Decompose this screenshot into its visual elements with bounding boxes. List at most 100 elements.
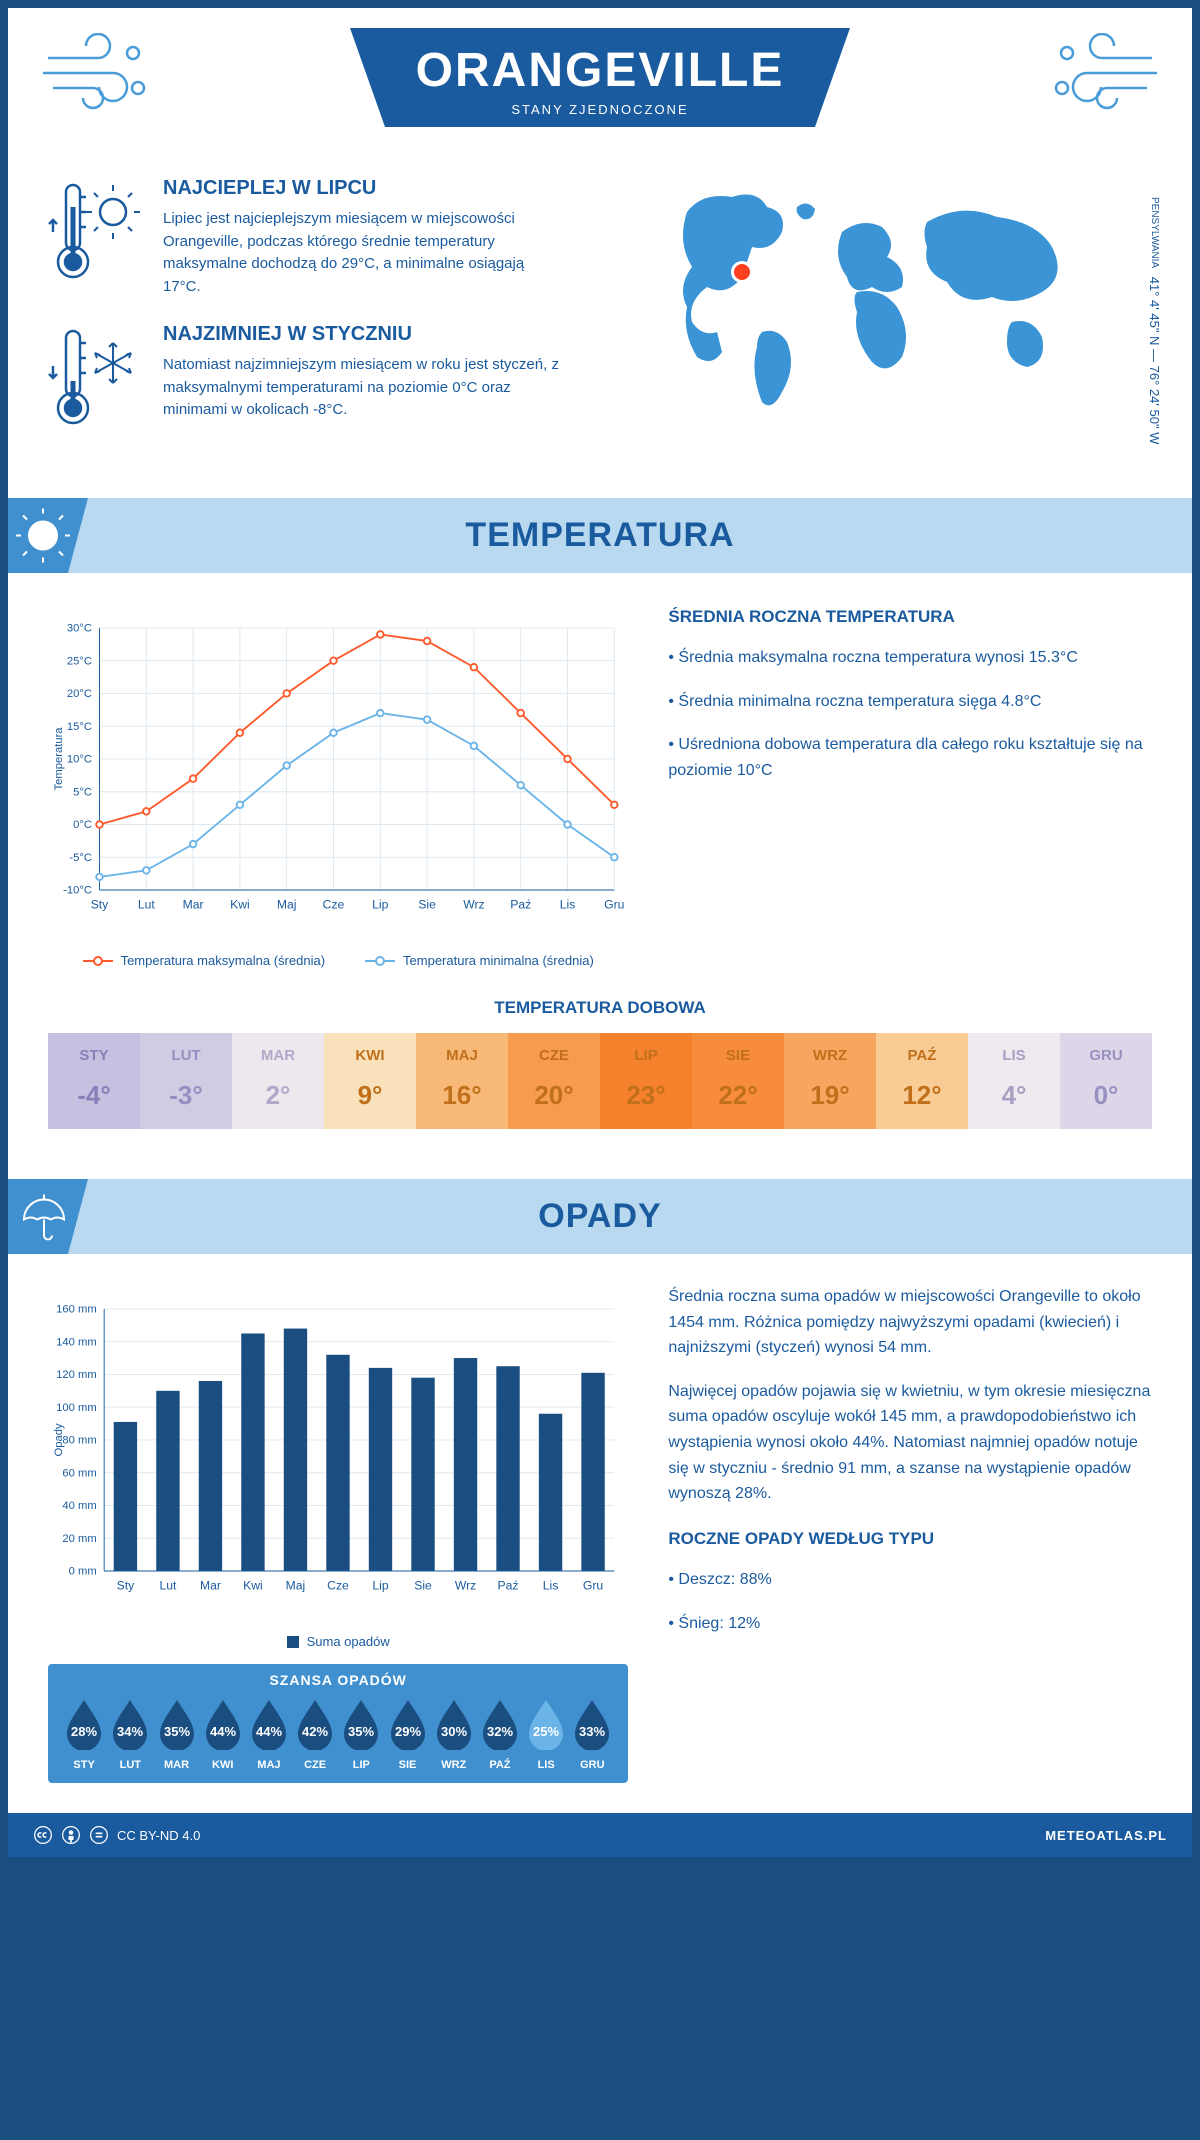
temperature-legend: Temperatura maksymalna (średnia) Tempera… [48, 953, 628, 968]
daily-temp-cell: LIS4° [968, 1033, 1060, 1129]
coldest-title: NAJZIMNIEJ W STYCZNIU [163, 323, 563, 346]
daily-month: STY [48, 1041, 140, 1070]
precipitation-section-header: OPADY [8, 1179, 1192, 1254]
warmest-title: NAJCIEPLEJ W LIPCU [163, 177, 563, 200]
svg-text:5°C: 5°C [73, 786, 92, 798]
svg-text:-5°C: -5°C [69, 852, 92, 864]
daily-value: 22° [692, 1070, 784, 1121]
chance-drop: 25% LIS [525, 1698, 567, 1771]
chance-drop: 35% LIP [340, 1698, 382, 1771]
chance-drop: 33%GRU [571, 1698, 613, 1771]
daily-value: 16° [416, 1070, 508, 1121]
daily-temp-cell: STY-4° [48, 1033, 140, 1129]
daily-value: 9° [324, 1070, 416, 1121]
region-label: PENSYLWANIA [1149, 197, 1160, 268]
svg-text:30°C: 30°C [67, 623, 92, 635]
daily-value: 4° [968, 1070, 1060, 1121]
svg-text:Mar: Mar [183, 898, 204, 912]
svg-text:0 mm: 0 mm [69, 1566, 97, 1578]
chance-month: LIS [525, 1759, 567, 1771]
temp-bullet: • Średnia minimalna roczna temperatura s… [668, 689, 1152, 715]
svg-text:Sie: Sie [418, 898, 436, 912]
chance-month: MAJ [248, 1759, 290, 1771]
chance-month: LIP [340, 1759, 382, 1771]
daily-month: GRU [1060, 1041, 1152, 1070]
temp-bullet: • Uśredniona dobowa temperatura dla całe… [668, 732, 1152, 783]
daily-month: CZE [508, 1041, 600, 1070]
precip-para1: Średnia roczna suma opadów w miejscowośc… [668, 1284, 1152, 1361]
svg-text:33%: 33% [579, 1724, 605, 1739]
chance-month: WRZ [433, 1759, 475, 1771]
lat-label: 41° 4' 45" N [1147, 277, 1162, 346]
temperature-title: TEMPERATURA [8, 516, 1192, 555]
coordinates: PENSYLWANIA 41° 4' 45" N — 76° 24' 50" W [1147, 197, 1162, 444]
cc-icon [33, 1825, 53, 1845]
precipitation-text: Średnia roczna suma opadów w miejscowośc… [668, 1284, 1152, 1783]
chance-box: SZANSA OPADÓW 28%STY34%LUT35%MAR44%KWI44… [48, 1664, 628, 1783]
daily-value: 2° [232, 1070, 324, 1121]
svg-text:35%: 35% [348, 1724, 374, 1739]
chance-month: LUT [109, 1759, 151, 1771]
wind-icon [1042, 33, 1162, 118]
svg-text:Paź: Paź [498, 1579, 519, 1593]
svg-text:Cze: Cze [327, 1579, 349, 1593]
legend-min: Temperatura minimalna (średnia) [403, 953, 594, 968]
svg-text:Opady: Opady [53, 1423, 65, 1456]
svg-text:Lut: Lut [138, 898, 156, 912]
site-name: METEOATLAS.PL [1045, 1828, 1167, 1843]
daily-temp-cell: LUT-3° [140, 1033, 232, 1129]
sun-icon [16, 508, 71, 563]
chance-month: CZE [294, 1759, 336, 1771]
daily-value: 23° [600, 1070, 692, 1121]
daily-month: MAR [232, 1041, 324, 1070]
svg-text:80 mm: 80 mm [62, 1435, 96, 1447]
daily-month: LIP [600, 1041, 692, 1070]
svg-text:34%: 34% [117, 1724, 143, 1739]
coldest-block: NAJZIMNIEJ W STYCZNIU Natomiast najzimni… [48, 323, 602, 433]
daily-value: 19° [784, 1070, 876, 1121]
daily-month: MAJ [416, 1041, 508, 1070]
daily-month: LUT [140, 1041, 232, 1070]
warmest-text: Lipiec jest najcieplejszym miesiącem w m… [163, 208, 563, 298]
annual-temp-title: ŚREDNIA ROCZNA TEMPERATURA [668, 603, 1152, 630]
svg-text:Mar: Mar [200, 1579, 221, 1593]
svg-text:32%: 32% [487, 1724, 513, 1739]
temperature-chart-row: -10°C-5°C0°C5°C10°C15°C20°C25°C30°CStyLu… [8, 603, 1192, 998]
daily-value: 0° [1060, 1070, 1152, 1121]
svg-text:100 mm: 100 mm [56, 1402, 97, 1414]
world-map-icon [632, 177, 1112, 417]
city-title: ORANGEVILLE [410, 43, 790, 98]
svg-text:35%: 35% [163, 1724, 189, 1739]
daily-temp-cell: MAR2° [232, 1033, 324, 1129]
svg-text:Sty: Sty [91, 898, 109, 912]
svg-text:25%: 25% [533, 1724, 559, 1739]
svg-text:-10°C: -10°C [63, 885, 92, 897]
daily-temperature: TEMPERATURA DOBOWA STY-4°LUT-3°MAR2°KWI9… [8, 998, 1192, 1169]
chance-drop: 42% CZE [294, 1698, 336, 1771]
daily-value: -3° [140, 1070, 232, 1121]
svg-text:Maj: Maj [286, 1579, 306, 1593]
svg-text:30%: 30% [441, 1724, 467, 1739]
svg-text:Sie: Sie [414, 1579, 432, 1593]
legend-max: Temperatura maksymalna (średnia) [121, 953, 325, 968]
svg-text:Gru: Gru [604, 898, 624, 912]
summary-row: NAJCIEPLEJ W LIPCU Lipiec jest najcieple… [8, 157, 1192, 488]
svg-text:Gru: Gru [583, 1579, 603, 1593]
svg-text:25°C: 25°C [67, 655, 92, 667]
daily-temp-cell: MAJ16° [416, 1033, 508, 1129]
daily-temp-cell: KWI9° [324, 1033, 416, 1129]
svg-text:60 mm: 60 mm [62, 1467, 96, 1479]
daily-month: WRZ [784, 1041, 876, 1070]
svg-text:42%: 42% [302, 1724, 328, 1739]
chance-drop: 28%STY [63, 1698, 105, 1771]
legend-precip: Suma opadów [307, 1634, 390, 1649]
chance-month: STY [63, 1759, 105, 1771]
daily-temp-cell: SIE22° [692, 1033, 784, 1129]
chance-drop: 44%MAJ [248, 1698, 290, 1771]
svg-text:160 mm: 160 mm [56, 1304, 97, 1316]
chance-title: SZANSA OPADÓW [63, 1672, 613, 1688]
header: ORANGEVILLE STANY ZJEDNOCZONE [8, 8, 1192, 157]
svg-text:Lis: Lis [560, 898, 576, 912]
svg-text:Cze: Cze [323, 898, 345, 912]
chance-drop: 32%PAŹ [479, 1698, 521, 1771]
